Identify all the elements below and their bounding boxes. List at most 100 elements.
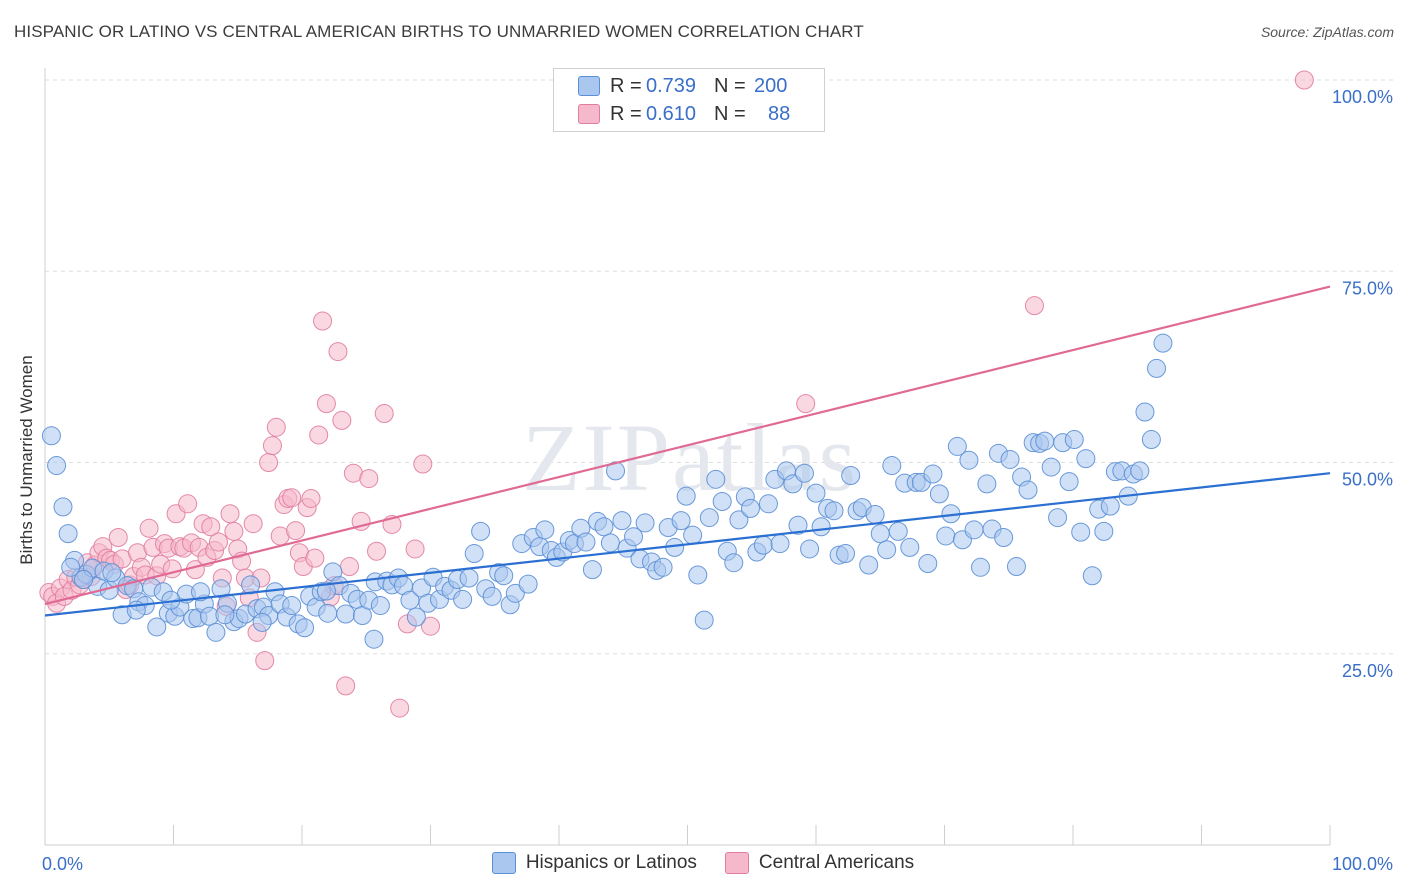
data-point <box>243 514 263 534</box>
data-point <box>47 456 67 476</box>
series-legend-hispanics: Hispanics or Latinos <box>491 852 697 874</box>
central-americans-trend-line <box>44 285 1331 606</box>
y-axis-title: Births to Unmarried Women <box>17 355 36 565</box>
series-legend-central-americans: Central Americans <box>724 852 915 874</box>
trend-lines <box>44 285 1331 617</box>
data-point <box>576 532 596 552</box>
data-point <box>770 534 790 554</box>
data-point <box>336 604 356 624</box>
data-point <box>758 494 778 514</box>
data-point <box>220 504 240 524</box>
data-point <box>888 521 908 541</box>
data-point <box>340 557 360 577</box>
legend-r-value: 0.739 <box>646 74 697 97</box>
data-point <box>582 560 602 580</box>
data-point <box>1018 480 1038 500</box>
data-point <box>1024 296 1044 316</box>
source-label: Source: ZipAtlas.com <box>1260 24 1394 40</box>
data-point <box>295 618 315 638</box>
blue-swatch-icon <box>491 852 516 874</box>
data-point <box>41 426 61 446</box>
data-point <box>505 583 525 603</box>
data-point <box>900 537 920 557</box>
data-point <box>836 544 856 564</box>
data-point <box>918 553 938 573</box>
data-point <box>266 417 286 437</box>
data-point <box>147 617 167 637</box>
data-point <box>108 527 128 547</box>
x-tick-labels: 0.0% 100.0% <box>42 854 1393 874</box>
data-point <box>936 526 956 546</box>
data-point <box>882 456 902 476</box>
data-point <box>806 483 826 503</box>
legend-row-hispanics: R = 0.739 N = 200 <box>578 73 787 99</box>
data-point <box>796 394 816 414</box>
data-point <box>252 612 272 632</box>
data-point <box>959 450 979 470</box>
data-point <box>923 464 943 484</box>
legend-r-label: R = <box>610 74 642 97</box>
data-point <box>676 486 696 506</box>
data-point <box>1064 430 1084 450</box>
data-point <box>635 513 655 533</box>
series-legend-label: Hispanics or Latinos <box>525 852 697 873</box>
data-point <box>859 555 879 575</box>
data-point <box>262 436 282 456</box>
data-point <box>53 497 73 517</box>
data-point <box>1041 457 1061 477</box>
data-point <box>364 629 384 649</box>
data-point <box>712 492 732 512</box>
data-point <box>1094 521 1114 541</box>
data-point <box>494 566 514 586</box>
data-point <box>811 517 831 537</box>
data-point <box>694 610 714 630</box>
data-point <box>61 557 81 577</box>
x-tick-label: 100.0% <box>1332 854 1393 874</box>
data-point <box>406 607 426 627</box>
data-point <box>482 586 502 606</box>
data-point <box>606 461 626 481</box>
data-point <box>1000 449 1020 469</box>
data-point <box>464 544 484 564</box>
data-point <box>286 521 306 541</box>
data-point <box>699 508 719 528</box>
data-point <box>612 511 632 531</box>
data-point <box>206 622 226 642</box>
data-point <box>390 698 410 718</box>
hispanics-points <box>41 333 1173 649</box>
data-point <box>58 524 78 544</box>
x-ticks <box>44 825 1331 845</box>
data-point <box>328 342 348 362</box>
data-point <box>318 603 338 623</box>
data-point <box>671 511 691 531</box>
data-point <box>841 466 861 486</box>
data-point <box>824 501 844 521</box>
data-point <box>1082 566 1102 586</box>
data-point <box>241 575 261 595</box>
legend-n-label: N = <box>714 74 746 97</box>
data-point <box>359 469 379 489</box>
data-point <box>102 563 122 583</box>
data-point <box>405 539 425 559</box>
data-point <box>370 596 390 616</box>
data-point <box>413 454 433 474</box>
data-point <box>1076 449 1096 469</box>
data-point <box>729 510 749 530</box>
data-point <box>865 505 885 525</box>
data-point <box>282 488 302 508</box>
data-point <box>1059 472 1079 492</box>
y-tick-labels: 25.0% 50.0% 75.0% 100.0% <box>1332 87 1393 681</box>
data-point <box>1294 70 1314 90</box>
data-point <box>929 484 949 504</box>
y-tick-label: 25.0% <box>1342 661 1393 681</box>
pink-swatch-icon <box>724 852 749 874</box>
series-legend-label: Central Americans <box>758 852 915 873</box>
data-point <box>594 517 614 537</box>
data-point <box>178 494 198 514</box>
hispanics-trend-line <box>44 472 1331 617</box>
legend-n-value: 88 <box>768 102 791 125</box>
data-point <box>1153 333 1173 353</box>
data-point <box>1135 402 1155 422</box>
data-point <box>336 676 356 696</box>
data-point <box>653 557 673 577</box>
